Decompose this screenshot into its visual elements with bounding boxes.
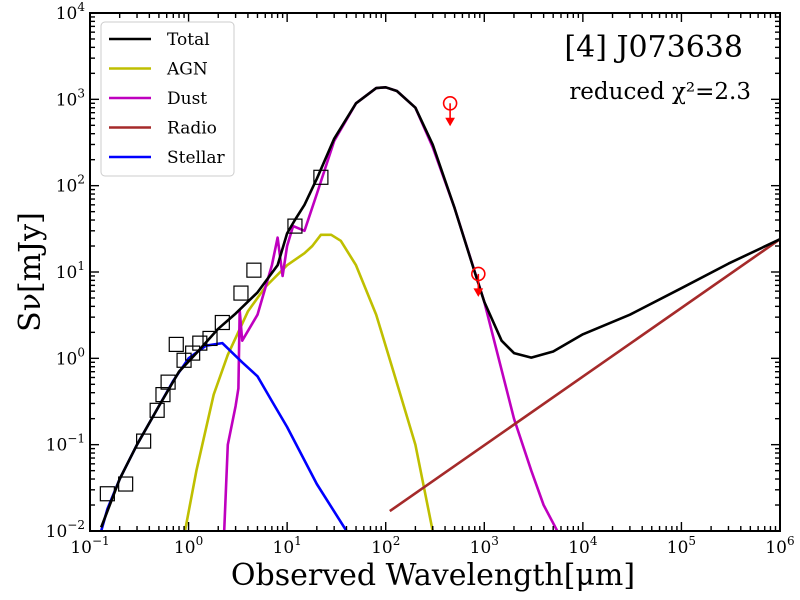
x-tick-label: 102 [371, 534, 400, 558]
y-tick-label: 102 [56, 173, 85, 197]
x-tick-label: 103 [470, 534, 499, 558]
y-tick-label: 10−1 [46, 432, 85, 456]
y-tick-label: 100 [56, 345, 85, 369]
x-tick-label: 10−1 [70, 534, 109, 558]
legend-label-total: Total [167, 30, 210, 50]
observations-layer [99, 169, 329, 502]
legend-label-stellar: Stellar [167, 148, 226, 168]
upper-limit-arrow-head [473, 288, 484, 297]
legend: Total AGN Dust Radio Stellar [100, 21, 235, 177]
legend-label-agn: AGN [166, 60, 208, 80]
chart-subtitle: reduced χ²=2.3 [569, 79, 751, 105]
observation-point [202, 330, 218, 347]
observation-point [99, 486, 115, 502]
y-tick-label: 103 [56, 86, 85, 110]
chart-title: [4] J073638 [564, 30, 743, 65]
observation-point [192, 335, 208, 351]
x-tick-label: 104 [568, 534, 598, 558]
y-tick-label: 10−2 [46, 518, 85, 542]
x-tick-label: 100 [174, 534, 203, 558]
observation-point [313, 169, 329, 185]
x-axis-title: Observed Wavelength[μm] [231, 558, 635, 593]
observation-point [246, 262, 262, 278]
tick-labels-layer: 10−1 100 101 102 103 104 105 10610−210−11001011… [46, 0, 795, 558]
observation-point [160, 374, 176, 390]
ticks-layer [89, 12, 781, 532]
y-tick-label: 101 [56, 259, 85, 283]
y-axis-title-group: Sν[mJy] [13, 212, 48, 332]
upper-limit-arrow-head [445, 117, 455, 127]
observation-point [168, 336, 184, 353]
legend-label-radio: Radio [167, 119, 217, 139]
upper-limits-layer [442, 95, 486, 297]
x-tick-label: 106 [765, 534, 794, 558]
observation-point [233, 285, 249, 301]
legend-label-dust: Dust [167, 89, 207, 109]
y-tick-label: 104 [56, 0, 86, 24]
observation-point [155, 387, 171, 403]
x-tick-label: 101 [273, 534, 302, 558]
series-line-radio [389, 238, 780, 513]
legend-box [100, 21, 235, 177]
observation-point [118, 476, 134, 492]
observation-point [149, 402, 165, 418]
observation-point [214, 314, 230, 331]
observation-point [136, 433, 152, 449]
observation-point [287, 218, 303, 234]
x-tick-label: 105 [667, 534, 696, 558]
y-axis-title: Sν[mJy] [13, 212, 48, 332]
series-line-agn [183, 233, 434, 531]
